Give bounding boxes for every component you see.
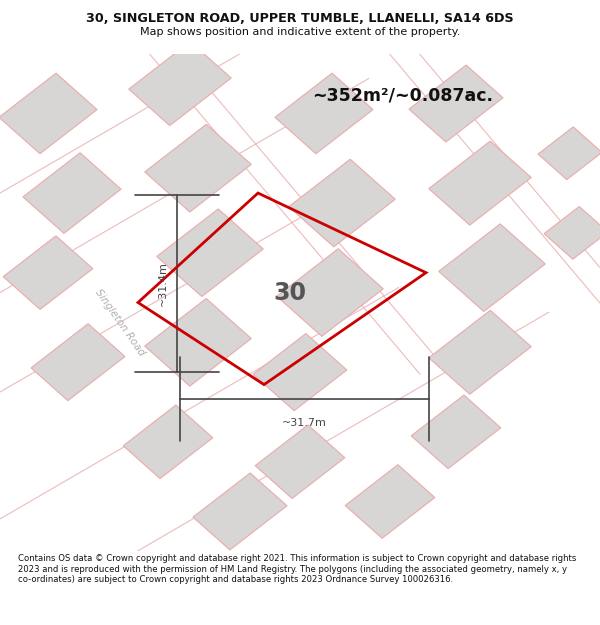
Polygon shape <box>123 405 213 479</box>
Polygon shape <box>23 152 121 233</box>
Polygon shape <box>0 73 97 154</box>
Polygon shape <box>157 209 263 296</box>
Polygon shape <box>253 334 347 411</box>
Polygon shape <box>411 395 501 469</box>
Polygon shape <box>429 141 531 225</box>
Polygon shape <box>31 324 125 401</box>
Polygon shape <box>145 124 251 212</box>
Polygon shape <box>255 425 345 498</box>
Text: Singleton Road: Singleton Road <box>93 287 147 357</box>
Polygon shape <box>429 310 531 394</box>
Polygon shape <box>275 73 373 154</box>
Polygon shape <box>145 299 251 386</box>
Polygon shape <box>289 159 395 247</box>
Polygon shape <box>439 224 545 311</box>
Text: 30, SINGLETON ROAD, UPPER TUMBLE, LLANELLI, SA14 6DS: 30, SINGLETON ROAD, UPPER TUMBLE, LLANEL… <box>86 12 514 25</box>
Text: Contains OS data © Crown copyright and database right 2021. This information is : Contains OS data © Crown copyright and d… <box>18 554 577 584</box>
Text: ~352m²/~0.087ac.: ~352m²/~0.087ac. <box>312 86 493 104</box>
Polygon shape <box>193 473 287 550</box>
Text: 30: 30 <box>273 281 306 305</box>
Polygon shape <box>345 465 435 538</box>
Text: ~31.7m: ~31.7m <box>282 418 327 428</box>
Polygon shape <box>544 206 600 259</box>
Polygon shape <box>277 249 383 336</box>
Text: ~31.4m: ~31.4m <box>158 261 168 306</box>
Polygon shape <box>3 236 93 309</box>
Polygon shape <box>129 42 231 126</box>
Text: Map shows position and indicative extent of the property.: Map shows position and indicative extent… <box>140 26 460 36</box>
Polygon shape <box>409 65 503 142</box>
Polygon shape <box>538 127 600 179</box>
